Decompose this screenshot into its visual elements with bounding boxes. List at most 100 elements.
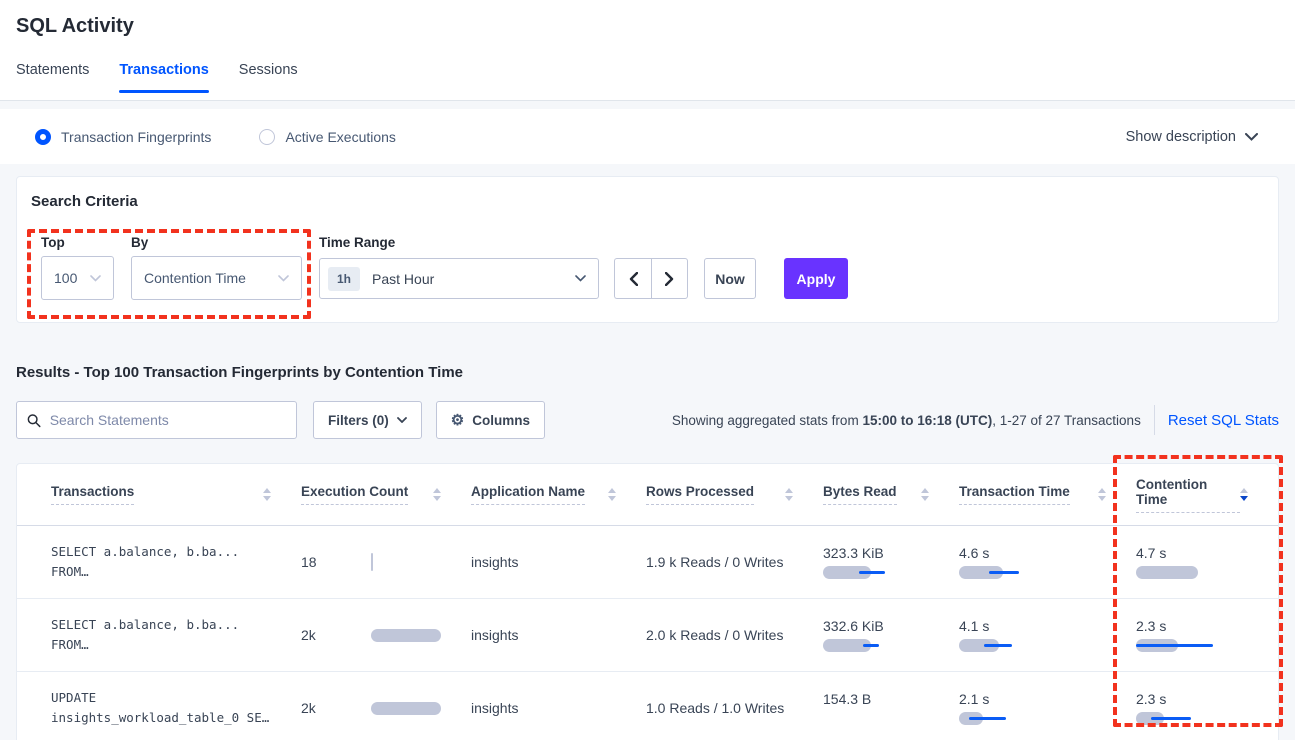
- radio-label: Transaction Fingerprints: [61, 128, 212, 145]
- transaction-fingerprint-link[interactable]: SELECT a.balance, b.ba... FROM…: [51, 544, 240, 579]
- filters-button-label: Filters (0): [328, 412, 389, 428]
- sort-icon[interactable]: [608, 488, 616, 501]
- search-statements-box[interactable]: [16, 401, 297, 439]
- tab-sessions[interactable]: Sessions: [238, 62, 298, 78]
- sort-icon[interactable]: [433, 488, 441, 501]
- column-header-label[interactable]: Bytes Read: [823, 484, 897, 505]
- transaction-time-cell: 4.6 s: [959, 545, 1136, 579]
- page-header: SQL Activity Statements Transactions Ses…: [0, 0, 1295, 101]
- column-header-execution-count: Execution Count: [301, 484, 471, 505]
- transaction-time-cell: 2.1 s: [959, 691, 1136, 725]
- search-criteria-panel: Search Criteria Top 100 By Contention Ti…: [16, 176, 1279, 323]
- by-label: By: [131, 235, 149, 250]
- search-criteria-heading: Search Criteria: [31, 193, 138, 210]
- sort-icon[interactable]: [1098, 488, 1106, 501]
- sort-icon[interactable]: [785, 488, 793, 501]
- tab-bar: Statements Transactions Sessions: [0, 62, 1295, 93]
- results-heading: Results - Top 100 Transaction Fingerprin…: [16, 364, 464, 381]
- radio-unselected-icon[interactable]: [259, 128, 276, 145]
- application-name-cell: insights: [471, 700, 519, 716]
- filters-button[interactable]: Filters (0): [313, 401, 422, 439]
- time-nav-group: [614, 258, 688, 299]
- by-select[interactable]: Contention Time: [131, 256, 302, 300]
- top-label: Top: [41, 235, 65, 250]
- column-header-label[interactable]: Contention Time: [1136, 477, 1240, 513]
- sort-icon[interactable]: [263, 488, 271, 501]
- apply-button[interactable]: Apply: [784, 258, 848, 299]
- transaction-time-stddev-line: [989, 571, 1019, 574]
- radio-selected-icon[interactable]: [35, 128, 51, 145]
- rows-processed-cell: 2.0 k Reads / 0 Writes: [646, 627, 784, 643]
- show-description-toggle[interactable]: Show description: [1126, 129, 1258, 145]
- execution-count-bar: [371, 628, 441, 642]
- time-next-button[interactable]: [651, 258, 688, 299]
- transaction-fingerprint-link[interactable]: SELECT a.balance, b.ba... FROM…: [51, 617, 240, 652]
- radio-transaction-fingerprints[interactable]: Transaction Fingerprints: [35, 128, 212, 145]
- top-select[interactable]: 100: [41, 256, 114, 300]
- contention-time-cell: 4.7 s: [1136, 545, 1278, 579]
- bytes-read-cell: 332.6 KiB: [823, 618, 959, 652]
- radio-active-executions[interactable]: Active Executions: [259, 128, 396, 145]
- contention-time-stddev-line: [1151, 717, 1191, 720]
- table-row[interactable]: UPDATE insights_workload_table_0 SE… 2k …: [17, 672, 1278, 740]
- transaction-time-bar: [959, 639, 999, 652]
- chevron-down-icon: [1245, 132, 1258, 141]
- bytes-read-stddev-line: [859, 571, 885, 574]
- top-select-value: 100: [54, 270, 78, 286]
- column-header-label[interactable]: Transaction Time: [959, 484, 1070, 505]
- column-header-contention-time: Contention Time: [1136, 477, 1278, 513]
- page-title: SQL Activity: [16, 15, 134, 37]
- transaction-time-cell: 4.1 s: [959, 618, 1136, 652]
- chevron-left-icon: [629, 271, 638, 286]
- sort-icon[interactable]: [921, 488, 929, 501]
- column-header-label[interactable]: Application Name: [471, 484, 586, 505]
- view-toggle-bar: Transaction Fingerprints Active Executio…: [0, 109, 1295, 164]
- columns-button-label: Columns: [472, 412, 530, 428]
- time-range-badge: 1h: [328, 266, 361, 291]
- time-range-label: Time Range: [319, 235, 396, 250]
- results-toolbar: Filters (0) ⚙ Columns Showing aggregated…: [16, 401, 1279, 439]
- transaction-fingerprint-link[interactable]: UPDATE insights_workload_table_0 SE…: [51, 690, 270, 725]
- table-row[interactable]: SELECT a.balance, b.ba... FROM… 2k insig…: [17, 599, 1278, 672]
- bytes-read-bar: [823, 639, 871, 652]
- column-header-label[interactable]: Transactions: [51, 484, 135, 505]
- rows-processed-cell: 1.9 k Reads / 0 Writes: [646, 554, 784, 570]
- contention-time-cell: 2.3 s: [1136, 691, 1278, 725]
- column-header-transactions: Transactions: [17, 484, 301, 505]
- column-header-label[interactable]: Execution Count: [301, 484, 409, 505]
- column-header-rows-processed: Rows Processed: [646, 484, 823, 505]
- tab-transactions[interactable]: Transactions: [119, 62, 210, 93]
- tab-statements[interactable]: Statements: [16, 62, 90, 78]
- application-name-cell: insights: [471, 554, 519, 570]
- contention-time-bar: [1136, 712, 1164, 725]
- bytes-read-cell: 323.3 KiB: [823, 545, 959, 579]
- by-select-value: Contention Time: [144, 270, 246, 286]
- reset-sql-stats-link[interactable]: Reset SQL Stats: [1167, 411, 1279, 429]
- execution-count-cell: 2k: [301, 627, 471, 643]
- contention-time-cell: 2.3 s: [1136, 618, 1278, 652]
- now-button[interactable]: Now: [704, 258, 756, 299]
- columns-button[interactable]: ⚙ Columns: [435, 401, 545, 439]
- transactions-table: Transactions Execution Count Application…: [16, 463, 1279, 740]
- chevron-down-icon: [575, 275, 586, 282]
- rows-processed-cell: 1.0 Reads / 1.0 Writes: [646, 700, 785, 716]
- show-description-label: Show description: [1125, 128, 1236, 145]
- bytes-read-bar: [823, 566, 871, 579]
- chevron-down-icon: [396, 417, 407, 423]
- column-header-application-name: Application Name: [471, 484, 646, 505]
- column-header-label[interactable]: Rows Processed: [646, 484, 755, 505]
- table-row[interactable]: SELECT a.balance, b.ba... FROM… 18 insig…: [17, 526, 1278, 599]
- execution-count-bar: [371, 701, 441, 715]
- transaction-time-stddev-line: [984, 644, 1012, 647]
- content-area: Transaction Fingerprints Active Executio…: [0, 101, 1295, 740]
- execution-count-cell: 18: [301, 552, 471, 571]
- stats-area: Showing aggregated stats from 15:00 to 1…: [672, 405, 1279, 435]
- sort-icon-active-desc[interactable]: [1240, 488, 1248, 501]
- bytes-read-stddev-line: [863, 644, 879, 647]
- time-range-select[interactable]: 1h Past Hour: [319, 258, 599, 299]
- time-range-value: Past Hour: [372, 270, 435, 287]
- time-prev-button[interactable]: [614, 258, 651, 299]
- search-statements-input[interactable]: [49, 412, 286, 428]
- gear-icon: ⚙: [450, 411, 465, 429]
